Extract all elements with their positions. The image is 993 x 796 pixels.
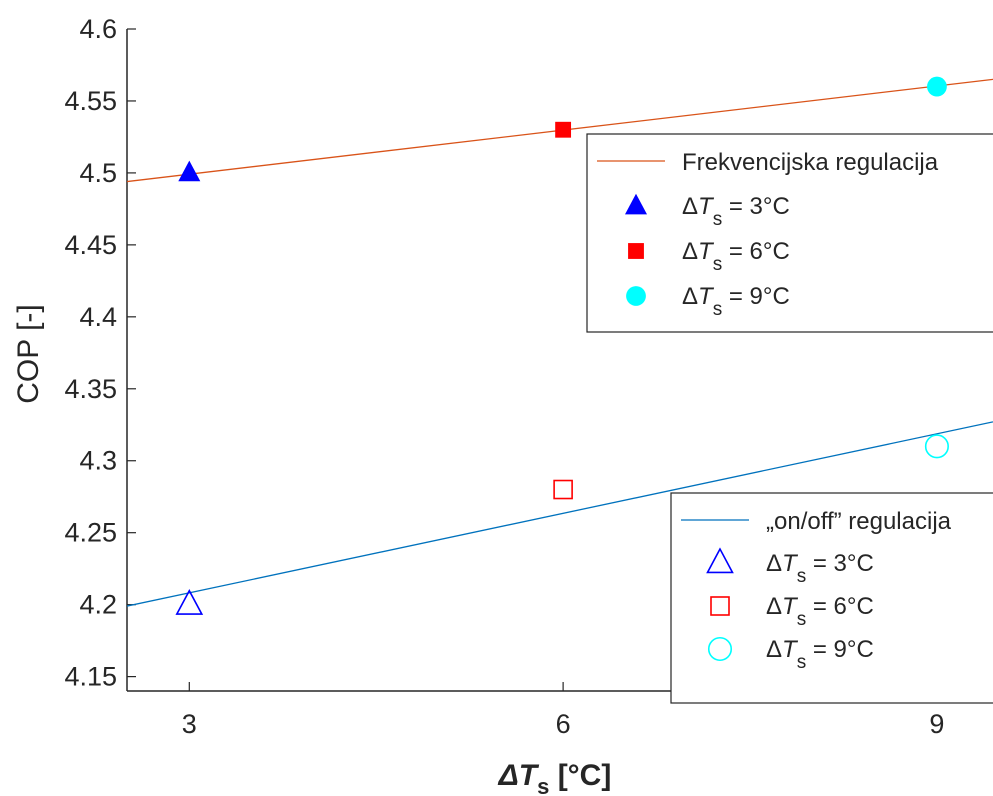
y-tick-label: 4.15 xyxy=(64,662,117,692)
point-frekvencijska-square xyxy=(555,121,572,138)
y-tick-label: 4.6 xyxy=(79,14,117,44)
x-tick-label: 3 xyxy=(182,709,197,739)
y-tick-label: 4.25 xyxy=(64,518,117,548)
y-tick-label: 4.55 xyxy=(64,86,117,116)
legend-box xyxy=(586,133,993,333)
legend-marker-circle xyxy=(626,286,646,306)
y-tick-label: 4.45 xyxy=(64,230,117,260)
y-tick-label: 4.5 xyxy=(79,158,117,188)
legend-title: „on/off” regulacija xyxy=(766,508,952,535)
legend-marker-triangle xyxy=(625,193,647,215)
x-axis-label: ΔTs [°C] xyxy=(498,759,612,796)
point-onoff-circle xyxy=(924,434,949,459)
legend-marker-square xyxy=(710,596,730,616)
point-onoff-square xyxy=(553,479,573,500)
legend-marker-triangle xyxy=(706,547,734,574)
legend-entry-label: ΔTs = 6°C xyxy=(682,238,790,275)
legend-title: Frekvencijska regulacija xyxy=(682,149,939,176)
legend-marker-square xyxy=(628,243,644,259)
legend-frekvencijska: Frekvencijska regulacija ΔTs = 3°C ΔTs = 6… xyxy=(586,133,993,333)
y-tick-label: 4.35 xyxy=(64,374,117,404)
legend-marker-circle xyxy=(707,636,733,662)
legends: Frekvencijska regulacija ΔTs = 3°C ΔTs = 6… xyxy=(586,133,993,704)
fit-line-onoff xyxy=(126,421,993,607)
y-axis-label: COP [-] xyxy=(12,304,45,403)
axes: 4.15 4.2 4.25 4.3 4.35 4.4 4.45 4.5 4.55 4.6 3 6 9 xyxy=(64,14,993,739)
legend-entry-label: ΔTs = 3°C xyxy=(682,193,790,230)
point-onoff-triangle xyxy=(175,589,204,615)
axis-labels: COP [-] ΔTs [°C] xyxy=(12,304,611,796)
data-points xyxy=(175,76,949,615)
x-tick-label: 9 xyxy=(929,709,944,739)
point-frekvencijska-circle xyxy=(927,76,947,97)
point-frekvencijska-triangle xyxy=(178,160,201,182)
legend-entry-label: ΔTs = 6°C xyxy=(766,593,874,630)
legend-entry-label: ΔTs = 9°C xyxy=(766,636,874,673)
x-tick-label: 6 xyxy=(556,709,571,739)
legend-entry-label: ΔTs = 9°C xyxy=(682,283,790,320)
y-tick-label: 4.3 xyxy=(79,446,117,476)
legend-entry-label: ΔTs = 3°C xyxy=(766,550,874,587)
legend-onoff: „on/off” regulacija ΔTs = 3°C ΔTs = 6°C ΔTs… xyxy=(670,492,993,704)
y-tick-label: 4.4 xyxy=(79,302,117,332)
legend-box xyxy=(670,492,993,704)
y-tick-label: 4.2 xyxy=(79,590,117,620)
